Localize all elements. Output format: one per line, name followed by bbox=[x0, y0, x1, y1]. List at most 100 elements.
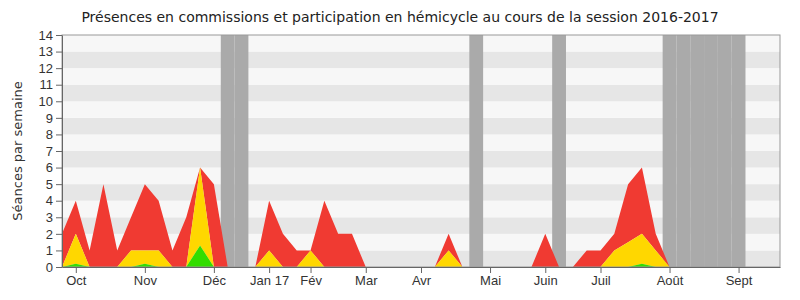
plot-area bbox=[62, 35, 780, 267]
x-tick-label: Nov bbox=[134, 273, 158, 288]
x-tick-mark bbox=[366, 267, 367, 273]
y-tick-label: 5 bbox=[46, 177, 53, 192]
y-tick-mark bbox=[56, 267, 62, 268]
y-tick-mark bbox=[56, 201, 62, 202]
y-tick: 12 bbox=[39, 61, 62, 76]
y-tick-mark bbox=[56, 68, 62, 69]
y-tick: 10 bbox=[39, 94, 62, 109]
vacation-band bbox=[732, 35, 746, 267]
x-tick-label: Juin bbox=[534, 273, 558, 288]
x-tick-label: Fév bbox=[300, 273, 322, 288]
area bbox=[62, 168, 780, 267]
y-tick-mark bbox=[56, 52, 62, 53]
y-tick-label: 2 bbox=[46, 227, 53, 242]
y-tick: 3 bbox=[46, 210, 62, 225]
vacation-band bbox=[221, 35, 235, 267]
x-tick-mark bbox=[311, 267, 312, 273]
y-tick-label: 6 bbox=[46, 160, 53, 175]
y-tick-label: 1 bbox=[46, 243, 53, 258]
y-tick-label: 3 bbox=[46, 210, 53, 225]
y-tick: 2 bbox=[46, 227, 62, 242]
area bbox=[62, 168, 780, 267]
x-tick-label: Déc bbox=[203, 273, 227, 288]
x-tick: Déc bbox=[203, 267, 227, 288]
y-tick-label: 10 bbox=[39, 94, 53, 109]
x-tick: Jan 17 bbox=[250, 267, 289, 288]
x-tick-mark bbox=[145, 267, 146, 273]
y-tick: 13 bbox=[39, 44, 62, 59]
x-tick: Oct bbox=[66, 267, 87, 288]
chart: 01234567891011121314OctNovDécJan 17FévMa… bbox=[0, 0, 800, 300]
y-tick-mark bbox=[56, 85, 62, 86]
y-tick: 5 bbox=[46, 177, 62, 192]
y-axis: 01234567891011121314 bbox=[39, 28, 63, 275]
x-tick-mark bbox=[421, 267, 422, 273]
y-tick-mark bbox=[56, 217, 62, 218]
x-tick-label: Mai bbox=[480, 273, 501, 288]
y-tick-mark bbox=[56, 250, 62, 251]
x-tick-mark bbox=[214, 267, 215, 273]
y-tick-label: 4 bbox=[46, 193, 53, 208]
y-tick-label: 0 bbox=[46, 260, 53, 275]
x-tick: Sept bbox=[726, 267, 753, 288]
y-tick-label: 12 bbox=[39, 61, 53, 76]
y-tick-mark bbox=[56, 118, 62, 119]
x-tick: Avr bbox=[412, 267, 432, 288]
vacation-band bbox=[469, 35, 483, 267]
x-tick-label: Jan 17 bbox=[250, 273, 289, 288]
x-tick-mark bbox=[601, 267, 602, 273]
y-tick: 7 bbox=[46, 144, 62, 159]
y-tick-label: 7 bbox=[46, 144, 53, 159]
x-tick: Juil bbox=[591, 267, 611, 288]
y-tick-mark bbox=[56, 101, 62, 102]
y-tick-mark bbox=[56, 151, 62, 152]
y-tick-label: 14 bbox=[39, 28, 53, 43]
y-axis-line bbox=[62, 36, 63, 268]
y-tick: 14 bbox=[39, 28, 62, 43]
x-tick-label: Mar bbox=[355, 273, 378, 288]
y-tick-label: 11 bbox=[40, 77, 54, 92]
x-tick-mark bbox=[739, 267, 740, 273]
x-tick-mark bbox=[670, 267, 671, 273]
y-tick-mark bbox=[56, 184, 62, 185]
y-tick: 11 bbox=[40, 77, 63, 92]
x-tick-label: Juil bbox=[591, 273, 611, 288]
y-tick-mark bbox=[56, 134, 62, 135]
y-tick: 4 bbox=[46, 193, 62, 208]
x-tick-mark bbox=[269, 267, 270, 273]
x-tick: Nov bbox=[134, 267, 158, 288]
x-tick: Mai bbox=[480, 267, 501, 288]
y-tick-mark bbox=[56, 234, 62, 235]
x-tick-mark bbox=[490, 267, 491, 273]
y-tick-label: 13 bbox=[39, 44, 53, 59]
y-tick-mark bbox=[56, 35, 62, 36]
vacation-band bbox=[676, 35, 690, 267]
x-tick: Juin bbox=[534, 267, 558, 288]
x-tick: Août bbox=[657, 267, 684, 288]
vacation-band bbox=[663, 35, 677, 267]
y-tick: 6 bbox=[46, 160, 62, 175]
vacation-band bbox=[690, 35, 704, 267]
y-tick: 8 bbox=[46, 127, 62, 142]
x-tick-label: Avr bbox=[412, 273, 432, 288]
vacation-band bbox=[704, 35, 718, 267]
x-axis: Oct Nov Déc Jan 17 Fév Mar Avr Mai Juin Juil Août S… bbox=[63, 267, 781, 288]
area bbox=[62, 245, 780, 267]
y-tick-mark bbox=[56, 168, 62, 169]
vacation-band bbox=[718, 35, 732, 267]
grid bbox=[62, 35, 780, 267]
vacation-band bbox=[552, 35, 566, 267]
x-tick-label: Sept bbox=[726, 273, 753, 288]
vacation-band bbox=[235, 35, 249, 267]
y-tick-label: 9 bbox=[46, 111, 53, 126]
x-tick: Mar bbox=[355, 267, 378, 288]
title: Présences en commissions et participatio… bbox=[81, 9, 718, 25]
y-tick: 9 bbox=[46, 111, 62, 126]
y-label: Séances par semaine bbox=[10, 81, 25, 220]
x-tick-mark bbox=[545, 267, 546, 273]
x-tick-label: Août bbox=[657, 273, 684, 288]
y-tick: 0 bbox=[46, 260, 62, 275]
x-tick-label: Oct bbox=[66, 273, 87, 288]
x-tick-mark bbox=[76, 267, 77, 273]
y-tick-label: 8 bbox=[46, 127, 53, 142]
